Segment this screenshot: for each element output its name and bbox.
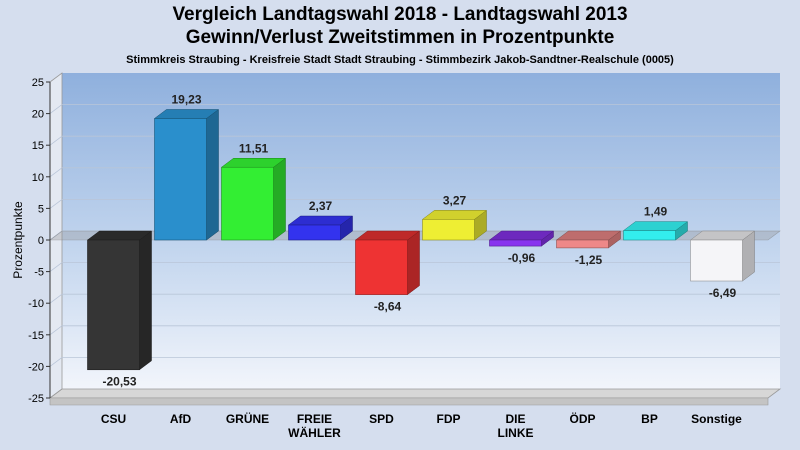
data-label: 11,51	[239, 141, 269, 155]
bar-front	[422, 219, 475, 241]
data-label: -0,96	[508, 251, 536, 265]
category-label: Sonstige	[691, 412, 742, 426]
bar-7: -1,25	[555, 230, 622, 267]
category-label: ÖDP	[569, 411, 595, 426]
bar-0: -20,53	[86, 230, 153, 389]
gridline-side	[49, 135, 63, 146]
chart-subtitle: Stimmkreis Straubing - Kreisfreie Stadt …	[126, 54, 674, 66]
category-label: DIE	[505, 412, 525, 426]
bar-5: 3,27	[421, 193, 488, 241]
data-label: -1,25	[575, 253, 603, 267]
y-tick-label: 0	[38, 235, 44, 247]
y-tick-label: 20	[32, 109, 44, 121]
category-label: GRÜNE	[226, 411, 269, 426]
bar-8: 1,49	[622, 205, 689, 241]
category-label: FDP	[437, 412, 461, 426]
data-label: 3,27	[443, 193, 467, 207]
gridline-side	[49, 167, 63, 178]
bar-side	[273, 157, 286, 241]
category-label: WÄHLER	[288, 425, 341, 440]
gridline-side	[49, 104, 63, 114]
gridline-side	[49, 357, 63, 367]
chart-title-line-1: Vergleich Landtagswahl 2018 - Landtagswa…	[172, 4, 628, 25]
bar-6: -0,96	[488, 230, 555, 265]
bar-1: 19,23	[153, 92, 220, 241]
data-label: 2,37	[309, 199, 333, 213]
bar-4: -8,64	[354, 230, 421, 314]
bar-front	[221, 166, 274, 241]
bar-front	[489, 239, 542, 247]
bar-front	[87, 239, 140, 371]
category-label: CSU	[101, 412, 126, 426]
bar-front	[154, 118, 207, 241]
data-label: 1,49	[644, 205, 668, 219]
category-label: BP	[641, 412, 658, 426]
y-axis-ticks: 25 20 15 10 5 0 -5 -10 -15 -20 -25	[28, 77, 51, 405]
chart-title-line-2: Gewinn/Verlust Zweitstimmen in Prozentpu…	[185, 27, 615, 48]
bar-side	[407, 230, 420, 296]
bar-front	[355, 239, 408, 295]
y-tick-label: 10	[32, 172, 44, 184]
plot-floor	[48, 388, 782, 399]
bar-front	[623, 230, 676, 241]
bar-2: 11,51	[220, 141, 287, 241]
data-label: 19,23	[171, 92, 201, 106]
y-tick-label: 25	[32, 77, 44, 89]
category-label: FREIE	[297, 412, 332, 426]
category-label: SPD	[369, 412, 394, 426]
y-tick-label: -10	[28, 298, 44, 310]
bar-side	[206, 108, 219, 241]
bar-front	[690, 239, 743, 282]
data-label: -8,64	[374, 300, 402, 314]
y-axis-label: Prozentpunkte	[11, 201, 25, 279]
category-label: AfD	[170, 412, 192, 426]
plot-floor-edge	[49, 397, 769, 406]
gridline-side	[49, 325, 63, 336]
y-tick-label: -20	[28, 361, 44, 373]
chart-title: Vergleich Landtagswahl 2018 - Landtagswa…	[0, 3, 800, 49]
bar-3: 2,37	[287, 199, 354, 241]
y-tick-label: 5	[38, 203, 44, 215]
data-label: -20,53	[102, 375, 136, 389]
data-label: -6,49	[709, 286, 737, 300]
category-label: LINKE	[498, 426, 534, 440]
y-tick-label: -25	[28, 393, 44, 405]
bar-front	[556, 239, 609, 249]
bar-front	[288, 224, 341, 241]
y-tick-label: -15	[28, 330, 44, 342]
y-tick-label: 15	[32, 140, 44, 152]
gridline-side	[49, 293, 63, 304]
y-tick-label: -5	[34, 267, 44, 279]
bars: -20,53 19,23 11,51 2,37 -8,64 3,27 -0,96 -1,25 1…	[86, 92, 756, 389]
bar-side	[139, 230, 152, 371]
bar-9: -6,49	[689, 230, 756, 300]
gridline-side	[49, 199, 63, 209]
gridline-side	[49, 262, 63, 272]
